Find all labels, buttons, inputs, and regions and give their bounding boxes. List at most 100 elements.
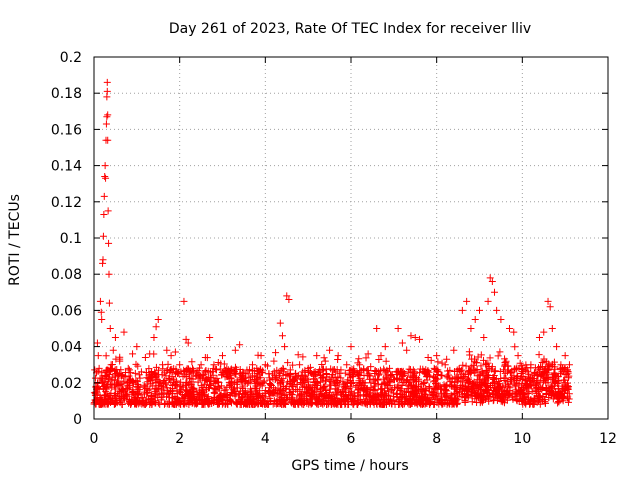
data-point (540, 328, 548, 336)
data-point (347, 388, 355, 396)
data-point (467, 325, 475, 332)
data-point (527, 397, 535, 405)
data-point (230, 369, 238, 377)
data-point (268, 389, 276, 397)
data-point (501, 362, 509, 370)
data-point (103, 373, 111, 381)
data-point (197, 361, 205, 369)
data-point (284, 359, 292, 367)
data-point (166, 368, 174, 376)
data-point (486, 354, 494, 362)
data-point (97, 400, 105, 408)
data-point (457, 374, 465, 382)
data-point (490, 368, 498, 376)
data-point (518, 384, 526, 392)
data-point (539, 370, 547, 378)
data-point (185, 400, 193, 408)
data-point (280, 399, 288, 407)
data-point (459, 361, 467, 369)
data-point (125, 366, 133, 374)
data-point (388, 370, 396, 378)
data-point (98, 315, 106, 323)
x-tick-label: 8 (432, 431, 441, 447)
data-point (529, 378, 537, 386)
data-point (93, 339, 101, 347)
data-point (141, 390, 149, 398)
data-point (525, 388, 533, 396)
data-point (179, 400, 187, 408)
data-point (399, 371, 407, 379)
data-point (213, 374, 221, 382)
data-point (251, 401, 259, 409)
data-point (416, 398, 424, 406)
data-point (261, 387, 269, 395)
data-point (95, 364, 103, 372)
data-point (564, 369, 572, 377)
data-point (494, 352, 502, 360)
data-point (122, 391, 130, 399)
data-point (111, 385, 119, 393)
data-point (383, 371, 391, 379)
data-point (462, 362, 470, 370)
data-point (468, 398, 476, 406)
data-point (434, 358, 442, 366)
data-point (344, 396, 352, 404)
data-point (150, 350, 158, 358)
data-point (375, 356, 383, 364)
data-point (404, 399, 412, 407)
data-point (182, 335, 190, 343)
data-point (237, 397, 245, 405)
data-point (354, 359, 362, 367)
data-point (416, 369, 424, 377)
data-point (453, 395, 461, 403)
data-point (159, 365, 167, 373)
data-point (373, 325, 381, 332)
data-point (561, 352, 569, 360)
data-point (447, 396, 455, 404)
data-point (550, 373, 558, 381)
data-point (168, 373, 176, 381)
data-point (195, 386, 203, 394)
data-point (296, 361, 304, 369)
data-point (385, 399, 393, 407)
data-point (519, 376, 527, 384)
data-point (275, 390, 283, 398)
data-point (522, 400, 530, 408)
data-point (561, 376, 569, 384)
data-point (381, 343, 389, 351)
data-point (394, 368, 402, 376)
data-point (91, 391, 99, 399)
data-point (181, 371, 189, 379)
data-point (323, 373, 331, 381)
data-point (141, 353, 149, 361)
data-point (530, 369, 538, 377)
data-point (146, 376, 154, 384)
data-point (288, 382, 296, 390)
data-point (293, 380, 301, 388)
data-point (482, 395, 490, 403)
data-point (105, 299, 113, 307)
data-point (178, 391, 186, 399)
data-point (99, 232, 107, 240)
data-point (202, 396, 210, 404)
data-point (398, 339, 406, 347)
data-point (322, 387, 330, 395)
data-point (441, 361, 449, 369)
data-point (387, 372, 395, 380)
y-tick-label: 0.16 (51, 122, 82, 138)
data-point (277, 389, 285, 397)
data-point (341, 369, 349, 377)
data-point (430, 364, 438, 372)
data-point (238, 375, 246, 383)
data-point (488, 380, 496, 388)
data-point (368, 396, 376, 404)
data-point (506, 384, 514, 392)
data-point (207, 381, 215, 389)
data-point (126, 382, 134, 390)
data-point (187, 388, 195, 396)
data-point (510, 366, 518, 374)
data-point (289, 396, 297, 404)
data-point (405, 382, 413, 390)
data-point (129, 350, 137, 358)
data-point (272, 349, 280, 357)
